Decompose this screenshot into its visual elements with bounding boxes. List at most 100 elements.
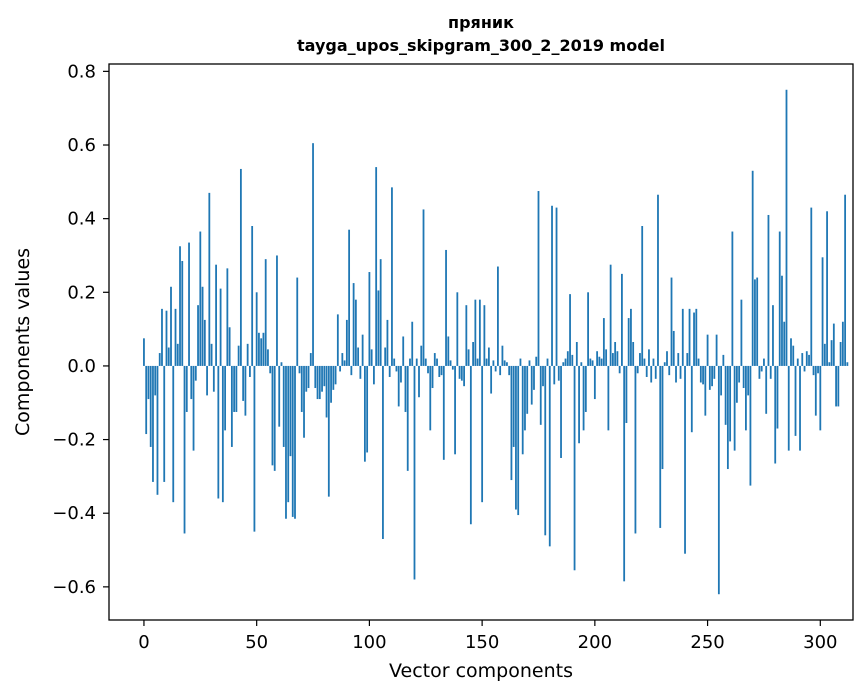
bar [672, 330, 675, 366]
bar [433, 353, 436, 366]
bar [481, 365, 484, 503]
bar [632, 342, 635, 366]
bar [817, 365, 819, 374]
bar [803, 365, 806, 372]
bars-group [143, 89, 849, 595]
bar [413, 365, 416, 580]
bar [431, 365, 434, 389]
bar [422, 209, 425, 366]
bar [325, 365, 328, 418]
bar [841, 321, 844, 366]
bar [379, 259, 382, 366]
chart-subtitle: tayga_upos_skipgram_300_2_2019 model [297, 36, 665, 55]
bar [203, 319, 206, 366]
bar [756, 277, 759, 366]
bar [663, 362, 666, 366]
bar [661, 365, 664, 470]
y-tick-label: −0.2 [52, 430, 96, 451]
bar [176, 343, 179, 366]
bar [747, 365, 750, 396]
bar [366, 365, 369, 453]
bar [535, 356, 538, 366]
bar [630, 308, 632, 366]
bar [307, 365, 310, 389]
bar [742, 365, 745, 389]
bar [170, 286, 172, 366]
bar [230, 365, 233, 447]
x-tick-label: 300 [803, 632, 837, 653]
chart-title: пряник [448, 13, 514, 32]
bar [598, 356, 601, 366]
x-tick-label: 0 [138, 632, 149, 653]
bar [357, 347, 360, 366]
bar [388, 365, 391, 377]
bar [285, 365, 287, 519]
bar [273, 365, 276, 471]
bar [303, 365, 305, 438]
bar [699, 365, 702, 383]
bar [197, 305, 199, 366]
bar [686, 353, 689, 366]
y-tick-label: −0.4 [52, 503, 96, 524]
bar [239, 168, 242, 366]
bar [605, 349, 608, 366]
bar [837, 365, 840, 407]
bar [237, 345, 240, 366]
bar [262, 332, 265, 366]
bar [785, 89, 788, 366]
bar [409, 358, 411, 366]
bar [760, 365, 763, 372]
bar [539, 365, 542, 425]
bar [544, 365, 547, 536]
bar [226, 268, 229, 366]
bar [469, 365, 472, 525]
bar [465, 305, 468, 366]
bar [143, 338, 145, 366]
bar [165, 310, 168, 366]
bar [799, 365, 801, 451]
bar [643, 358, 646, 366]
bar [704, 365, 707, 416]
y-axis-label: Components values [12, 248, 34, 436]
bar [614, 342, 617, 366]
bar [582, 365, 585, 431]
bar [772, 305, 774, 366]
bar [715, 334, 718, 366]
bar [763, 358, 765, 366]
bar [828, 362, 831, 366]
bar [458, 365, 461, 379]
bar [726, 365, 729, 470]
bar [778, 231, 781, 366]
bar [634, 365, 637, 534]
bar [564, 358, 567, 366]
bar [251, 226, 254, 366]
bar [271, 365, 274, 466]
bar [406, 365, 409, 471]
bar [805, 351, 808, 366]
bar [438, 365, 441, 377]
bar [569, 294, 571, 366]
bar [566, 351, 569, 366]
bar [300, 365, 303, 412]
bar [670, 277, 673, 366]
bar [706, 334, 709, 366]
bar [312, 143, 314, 366]
bar [650, 365, 653, 383]
bar [219, 288, 222, 366]
bar [427, 365, 429, 374]
bar [415, 358, 418, 366]
bar [501, 345, 504, 366]
y-tick-label: 0.2 [67, 282, 96, 303]
bar [451, 365, 454, 370]
bar [145, 365, 148, 435]
bar [305, 365, 308, 392]
bar [327, 365, 330, 497]
bar [580, 362, 583, 366]
bar [512, 365, 515, 447]
bar [354, 299, 357, 366]
bar [652, 358, 655, 366]
bar [418, 365, 420, 398]
bar [666, 351, 668, 366]
bar [506, 362, 508, 366]
bar [485, 358, 488, 366]
